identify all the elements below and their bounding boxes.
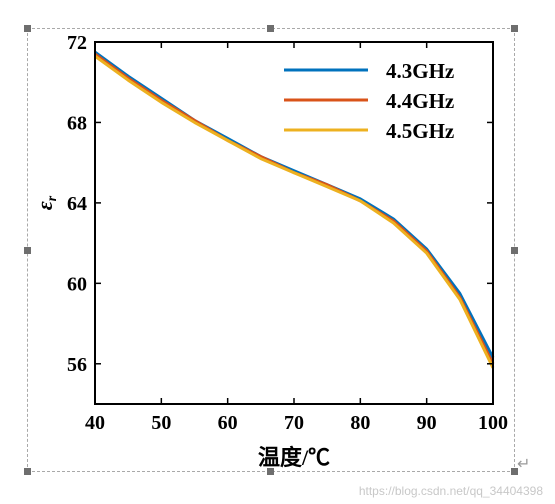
y-tick-label: 68 <box>67 112 87 134</box>
resize-handle-middle-right[interactable] <box>511 247 518 254</box>
resize-handle-top-right[interactable] <box>511 25 518 32</box>
resize-handle-bottom-center[interactable] <box>267 468 274 475</box>
resize-handle-top-left[interactable] <box>24 25 31 32</box>
x-tick-label: 60 <box>218 412 238 434</box>
resize-handle-middle-left[interactable] <box>24 247 31 254</box>
series-line-4.5GHz <box>94 54 495 369</box>
y-axis-label-main: ε <box>32 201 57 210</box>
x-tick-label: 50 <box>151 412 171 434</box>
y-tick-label: 64 <box>67 193 87 215</box>
watermark-text: https://blog.csdn.net/qq_34404398 <box>358 484 543 498</box>
x-tick-label: 100 <box>478 412 508 434</box>
axis-ticks: 40 50 60 70 80 90 100 56 60 64 68 72 <box>67 32 508 434</box>
x-tick-label: 40 <box>85 412 105 434</box>
y-tick-label: 60 <box>67 273 87 295</box>
y-tick-label: 56 <box>67 354 87 376</box>
series-line-4.3GHz <box>94 50 495 359</box>
resize-handle-bottom-right[interactable] <box>511 468 518 475</box>
legend-label-4.3GHz: 4.3GHz <box>386 59 454 83</box>
x-tick-label: 90 <box>417 412 437 434</box>
y-tick-label: 72 <box>67 32 87 54</box>
x-axis-label: 温度/℃ <box>258 445 330 470</box>
resize-handle-bottom-left[interactable] <box>24 468 31 475</box>
x-tick-label: 70 <box>284 412 304 434</box>
y-axis-label-subscript: r <box>45 195 60 201</box>
y-axis-label: εr <box>32 195 60 210</box>
figure-selection-frame[interactable] <box>24 25 518 475</box>
legend-label-4.5GHz: 4.5GHz <box>386 119 454 143</box>
series-lines <box>94 50 495 369</box>
legend: 4.3GHz 4.4GHz 4.5GHz <box>284 59 454 143</box>
legend-label-4.4GHz: 4.4GHz <box>386 89 454 113</box>
x-tick-label: 80 <box>350 412 370 434</box>
resize-handle-top-center[interactable] <box>267 25 274 32</box>
return-arrow-icon: ↵ <box>517 454 531 473</box>
